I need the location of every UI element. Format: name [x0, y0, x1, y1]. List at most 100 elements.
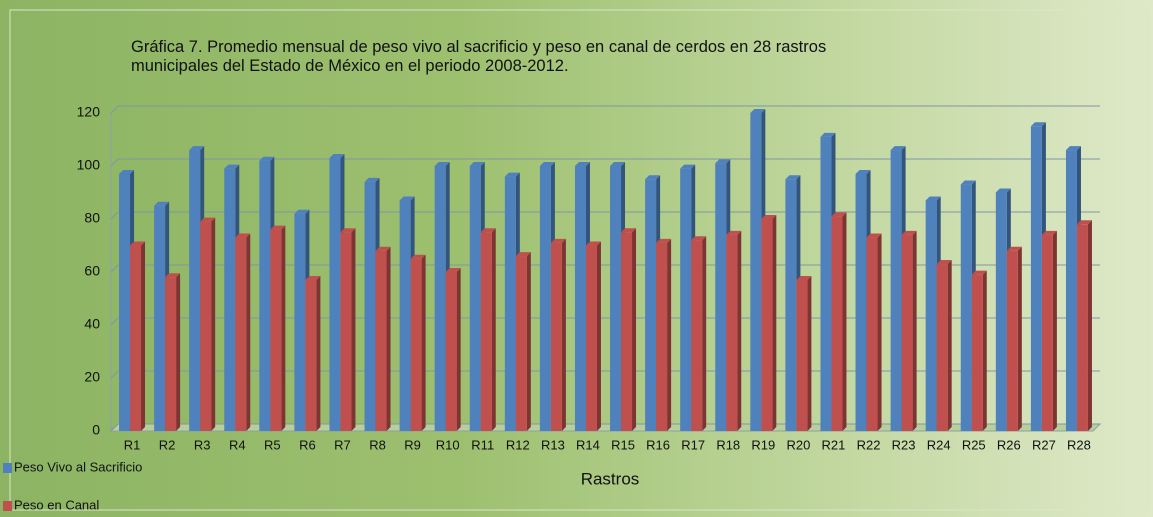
bar — [1030, 126, 1042, 431]
bar-side — [491, 228, 496, 431]
bar — [294, 213, 306, 431]
grid-line — [110, 158, 1100, 167]
x-tick-label: R20 — [786, 437, 810, 452]
bar-top — [375, 246, 391, 251]
bar-top — [200, 217, 216, 222]
bar-side — [632, 228, 637, 431]
bar-top — [410, 254, 426, 259]
bar — [1041, 234, 1053, 431]
bar — [761, 219, 773, 431]
bar — [866, 237, 878, 431]
bar-top — [691, 236, 707, 241]
bar-side — [281, 225, 286, 431]
bar — [329, 158, 341, 432]
x-tick-label: R5 — [264, 437, 281, 452]
bar-side — [141, 241, 146, 431]
bar — [715, 163, 727, 431]
x-tick-label: R1 — [124, 437, 141, 452]
bar-top — [364, 177, 380, 182]
x-tick-label: R17 — [681, 437, 705, 452]
x-tick-label: R19 — [751, 437, 775, 452]
bar — [189, 150, 201, 431]
bar — [399, 200, 411, 431]
x-tick-label: R18 — [716, 437, 740, 452]
bar — [469, 166, 481, 431]
bar — [165, 277, 177, 431]
bar — [364, 181, 376, 431]
x-tick-label: R6 — [299, 437, 316, 452]
bar — [726, 234, 738, 431]
bar-top — [785, 175, 801, 180]
frame — [9, 9, 1149, 511]
bar — [610, 166, 622, 431]
bar — [1006, 250, 1018, 431]
bar — [154, 205, 166, 431]
bar-top — [119, 169, 135, 174]
bar-top — [995, 188, 1011, 193]
bar-top — [1076, 220, 1092, 225]
bar-top — [329, 154, 345, 159]
bar-top — [259, 156, 275, 161]
bar-top — [154, 201, 170, 206]
bar-side — [737, 230, 742, 431]
bar-top — [680, 164, 696, 169]
bar-side — [316, 275, 321, 431]
bar-top — [224, 164, 240, 169]
x-tick-label: R7 — [334, 437, 351, 452]
bar-side — [456, 268, 461, 431]
x-tick-label: R11 — [471, 437, 494, 452]
legend-label: Peso Vivo al Sacrificio — [14, 459, 142, 474]
y-tick-label: 20 — [84, 369, 100, 385]
bar — [130, 245, 142, 431]
bar-top — [399, 196, 415, 201]
x-tick-label: R8 — [369, 437, 386, 452]
x-tick-label: R14 — [576, 437, 600, 452]
bar — [480, 232, 492, 431]
bar — [1065, 150, 1077, 431]
bar — [515, 256, 527, 431]
legend-label: Peso en Canal — [14, 497, 99, 512]
bar-side — [947, 260, 952, 431]
x-tick-label: R3 — [194, 437, 211, 452]
legend-swatch — [3, 501, 12, 511]
bar — [539, 166, 551, 431]
bar-top — [866, 233, 882, 238]
bar — [340, 232, 352, 431]
bar-side — [1017, 246, 1022, 431]
chart-title: Gráfica 7. Promedio mensual de peso vivo… — [131, 38, 827, 75]
bar-top — [515, 252, 531, 257]
bar — [550, 242, 562, 431]
x-tick-label: R26 — [997, 437, 1021, 452]
bar-top — [621, 228, 637, 233]
bar — [820, 136, 832, 431]
bar-side — [772, 215, 777, 431]
bar-top — [235, 233, 251, 238]
y-tick-label: 100 — [77, 157, 101, 173]
x-axis-label: Rastros — [581, 469, 640, 488]
bar-top — [165, 273, 181, 278]
bar-side — [667, 238, 672, 431]
bar-side — [561, 238, 566, 431]
bar-top — [936, 260, 952, 265]
bar — [971, 274, 983, 431]
bar-top — [189, 146, 205, 151]
bar — [270, 229, 282, 431]
bar — [691, 240, 703, 431]
bar-side — [842, 212, 847, 431]
bar-top — [585, 241, 601, 246]
x-tick-label: R24 — [927, 437, 951, 452]
x-tick-label: R16 — [646, 437, 670, 452]
bar-side — [351, 228, 356, 431]
bar-side — [386, 246, 391, 431]
x-tick-label: R4 — [229, 437, 246, 452]
bar-top — [270, 225, 286, 230]
bar-top — [645, 175, 661, 180]
bar — [785, 179, 797, 431]
bar — [1076, 224, 1088, 431]
bar-top — [831, 212, 847, 217]
bar-side — [211, 217, 216, 431]
bar-side — [807, 275, 812, 431]
bar-top — [960, 180, 976, 185]
x-tick-label: R13 — [541, 437, 565, 452]
